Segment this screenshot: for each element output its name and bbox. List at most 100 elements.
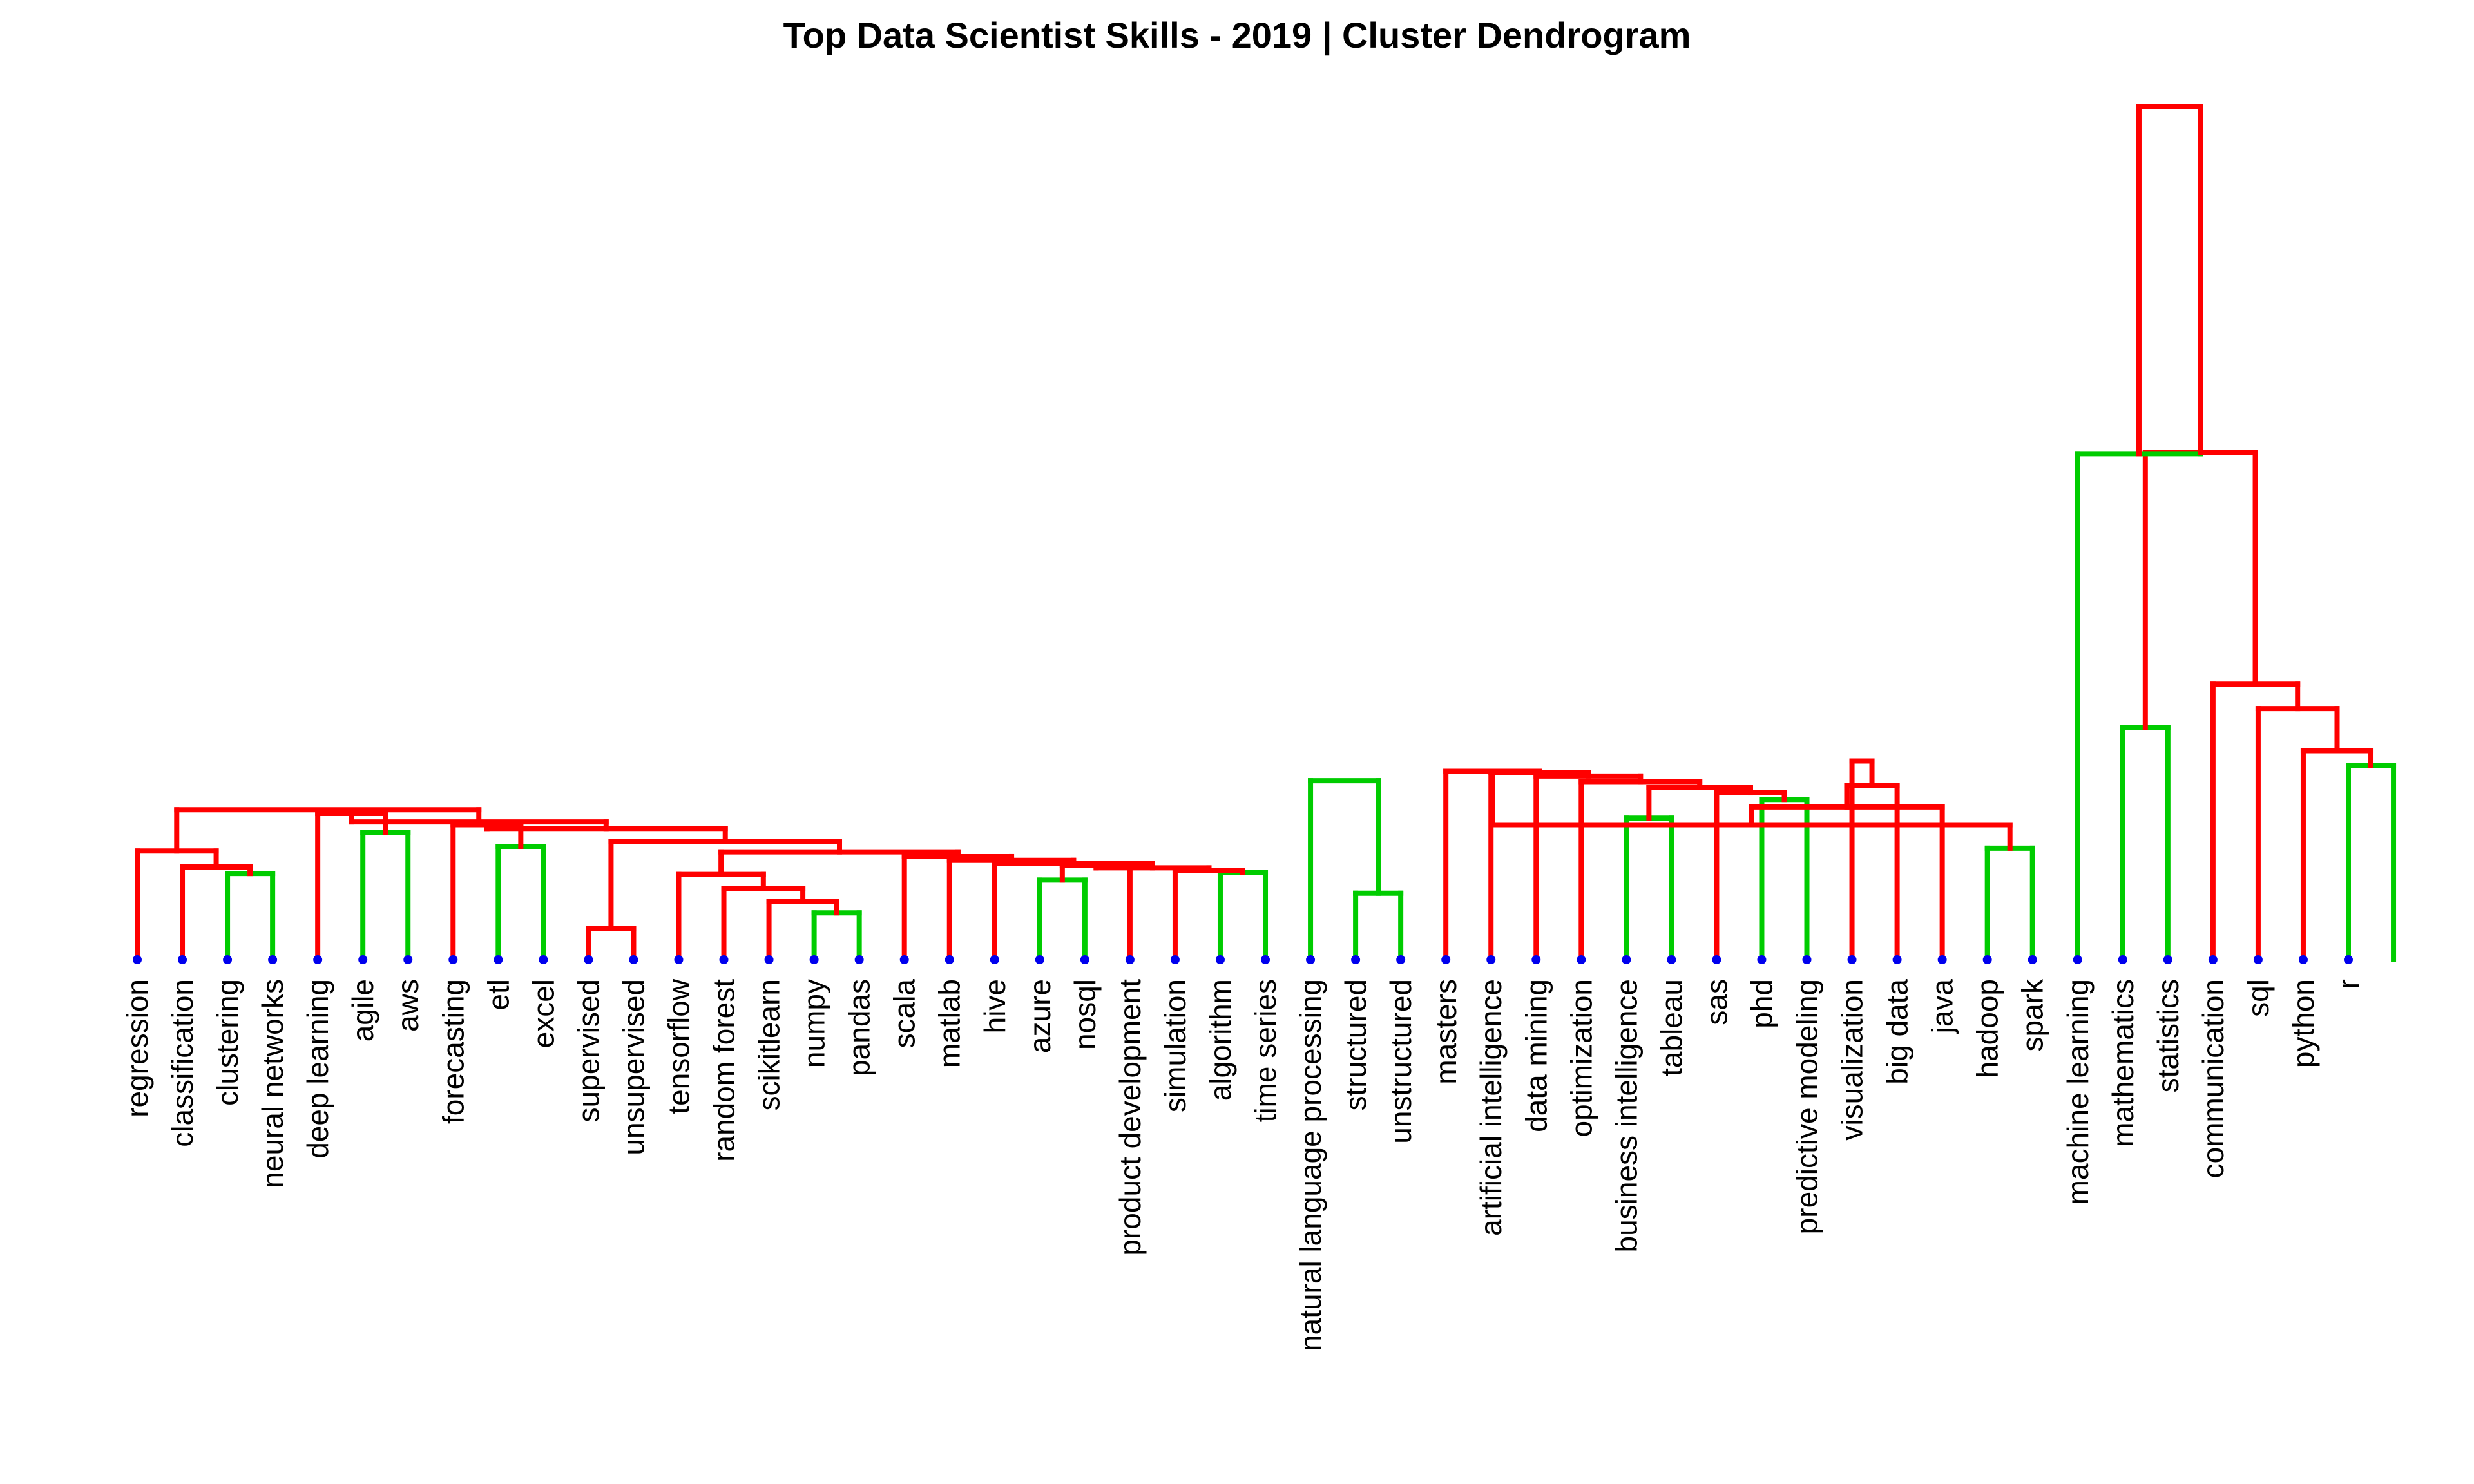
leaf-label: business intelligence — [1609, 979, 1643, 1253]
leaf-point — [1306, 955, 1316, 964]
leaf-label: azure — [1023, 979, 1057, 1053]
leaf-point — [494, 955, 503, 964]
leaf-label: java — [1926, 979, 1959, 1035]
leaf-label: nosql — [1068, 979, 1102, 1050]
leaf-label: excel — [526, 979, 560, 1048]
leaf-point — [2208, 955, 2218, 964]
leaf-label: structured — [1339, 979, 1372, 1111]
leaf-point — [1982, 955, 1992, 964]
leaf-label: random forest — [707, 979, 741, 1162]
leaf-label: visualization — [1836, 979, 1869, 1141]
leaf-label: scikitlearn — [753, 979, 786, 1111]
leaf-point — [1396, 955, 1406, 964]
leaf-point — [1847, 955, 1857, 964]
leaf-point — [223, 955, 233, 964]
leaf-label: r — [2332, 979, 2365, 989]
leaf-point — [133, 955, 142, 964]
leaf-label: deep learning — [301, 979, 334, 1159]
leaf-label: python — [2287, 979, 2320, 1068]
leaf-point — [1757, 955, 1767, 964]
leaf-label: neural networks — [256, 979, 289, 1188]
leaf-point — [1125, 955, 1135, 964]
leaf-point — [539, 955, 548, 964]
leaf-label: aws — [391, 979, 425, 1032]
chart-title: Top Data Scientist Skills - 2019 | Clust… — [783, 15, 1691, 55]
leaf-label: scala — [888, 979, 921, 1049]
leaf-point — [2028, 955, 2037, 964]
leaf-point — [2298, 955, 2308, 964]
leaf-point — [764, 955, 774, 964]
leaf-label: numpy — [798, 979, 831, 1068]
leaf-point — [2163, 955, 2172, 964]
leaf-label: etl — [481, 979, 515, 1011]
leaf-label: matlab — [933, 979, 966, 1068]
leaf-point — [719, 955, 729, 964]
leaf-point — [1351, 955, 1361, 964]
leaf-label: regression — [120, 979, 154, 1118]
leaf-label: sas — [1700, 979, 1733, 1025]
leaf-point — [178, 955, 187, 964]
leaf-label: artificial intelligence — [1474, 979, 1508, 1236]
leaf-label: simulation — [1158, 979, 1192, 1112]
leaf-point — [1080, 955, 1089, 964]
leaf-point — [2118, 955, 2127, 964]
leaf-label: forecasting — [436, 979, 470, 1124]
leaf-label: phd — [1745, 979, 1778, 1029]
leaf-label: natural language processing — [1294, 979, 1327, 1351]
leaf-point — [1667, 955, 1676, 964]
leaf-label: product development — [1113, 979, 1147, 1256]
leaf-label: tensorflow — [662, 978, 695, 1114]
leaf-label: communication — [2196, 979, 2230, 1178]
leaf-point — [584, 955, 593, 964]
leaf-label: statistics — [2151, 979, 2185, 1092]
leaf-label: masters — [1429, 979, 1462, 1085]
leaf-point — [1622, 955, 1631, 964]
leaf-point — [1802, 955, 1812, 964]
leaf-point — [1441, 955, 1451, 964]
leaf-label: unsupervised — [617, 979, 650, 1156]
leaf-point — [1035, 955, 1044, 964]
leaf-label: supervised — [571, 979, 605, 1122]
leaf-point — [358, 955, 368, 964]
leaf-point — [1531, 955, 1541, 964]
leaf-label: algorithm — [1203, 979, 1237, 1101]
leaf-label: mathematics — [2106, 979, 2140, 1147]
leaf-label: agile — [346, 979, 379, 1042]
leaf-point — [990, 955, 999, 964]
leaf-point — [268, 955, 278, 964]
leaf-label: unstructured — [1384, 979, 1417, 1144]
leaf-label: tableau — [1654, 979, 1688, 1076]
leaf-point — [448, 955, 458, 964]
leaf-label: optimization — [1564, 979, 1598, 1137]
leaf-label: classification — [166, 979, 199, 1147]
leaf-point — [403, 955, 413, 964]
leaf-point — [313, 955, 323, 964]
leaf-point — [1937, 955, 1947, 964]
leaf-label: hive — [978, 979, 1012, 1033]
leaf-point — [629, 955, 638, 964]
leaf-label: hadoop — [1971, 979, 2004, 1078]
leaf-label: predictive modeling — [1790, 979, 1824, 1234]
leaf-point — [1712, 955, 1721, 964]
leaf-label: pandas — [843, 979, 876, 1076]
leaf-label: spark — [2016, 978, 2049, 1051]
leaf-point — [945, 955, 954, 964]
leaf-point — [854, 955, 864, 964]
leaf-label: sql — [2241, 979, 2275, 1017]
leaf-point — [1215, 955, 1225, 964]
leaf-label: big data — [1881, 979, 1914, 1085]
leaf-point — [2073, 955, 2082, 964]
leaf-point — [1486, 955, 1496, 964]
leaf-label: data mining — [1519, 979, 1553, 1132]
leaf-point — [1261, 955, 1271, 964]
leaf-label: clustering — [211, 979, 244, 1106]
leaf-label: machine learning — [2061, 979, 2095, 1204]
leaf-point — [899, 955, 909, 964]
leaf-point — [2253, 955, 2263, 964]
leaf-label: time series — [1249, 979, 1282, 1122]
leaf-point — [1892, 955, 1902, 964]
leaf-point — [1170, 955, 1180, 964]
leaf-point — [809, 955, 819, 964]
